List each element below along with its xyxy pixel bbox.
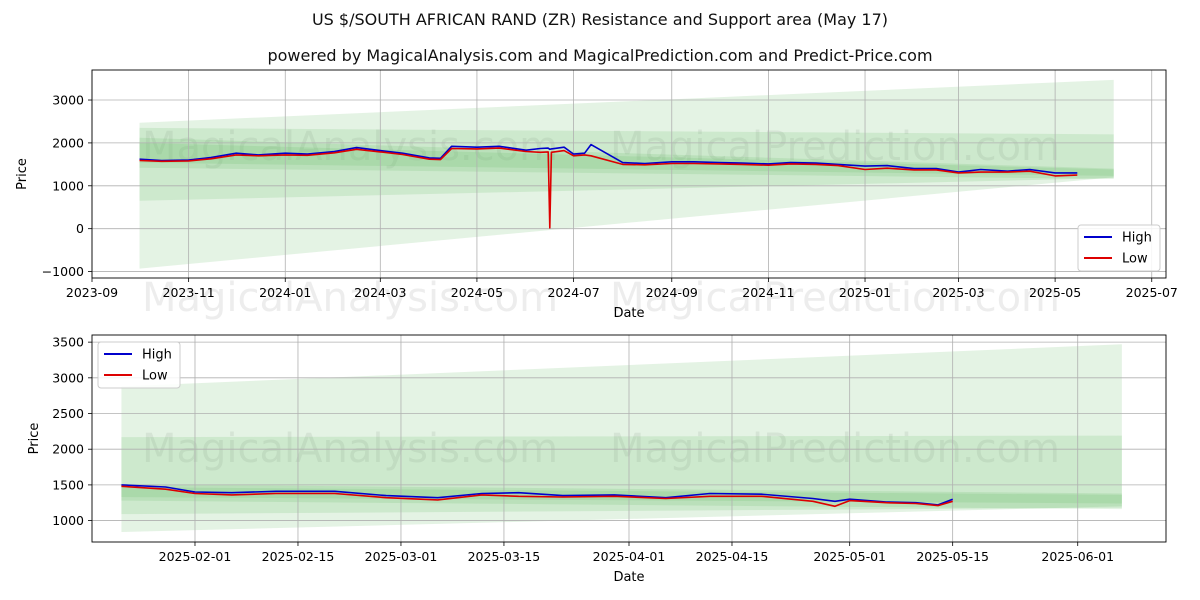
y-tick-label: 3000 (52, 370, 84, 385)
y-axis-label: Price (15, 158, 30, 190)
y-tick-label: 1000 (52, 513, 84, 528)
support-resistance-band (139, 79, 1114, 269)
x-tick-label: 2025-02-15 (262, 549, 335, 564)
y-tick-label: 3000 (52, 93, 84, 108)
series-group (121, 484, 953, 508)
y-tick-label: 3500 (52, 335, 84, 350)
y-axis-label: Price (27, 423, 42, 455)
legend: High Low (1077, 224, 1161, 272)
x-axis-label: Date (613, 306, 644, 321)
x-tick-label: 2024-09 (646, 285, 698, 300)
x-tick-label: 2025-04-01 (593, 549, 666, 564)
x-tick-label: 2023-09 (66, 285, 118, 300)
series-group (139, 143, 1078, 229)
watermark-text: MagicalPrediction.com (610, 275, 1060, 321)
axes-frame (91, 334, 1167, 543)
chart-title: US $/SOUTH AFRICAN RAND (ZR) Resistance … (311, 10, 889, 29)
y-tick-label: −1000 (42, 264, 84, 279)
series-line-high (139, 143, 1078, 174)
x-tick-label: 2025-05-15 (916, 549, 989, 564)
y-tick-label: 1500 (52, 477, 84, 492)
x-tick-label: 2023-11 (163, 285, 215, 300)
axes-frame (91, 69, 1167, 279)
legend-label-low: Low (1122, 252, 1148, 267)
watermark-text: MagicalAnalysis.com (142, 275, 558, 321)
x-tick-label: 2024-01 (259, 285, 311, 300)
y-tick-label: 1000 (52, 178, 84, 193)
x-tick-label: 2025-06-01 (1041, 549, 1114, 564)
band-group (121, 344, 1122, 533)
series-line-low (121, 485, 953, 508)
x-tick-label: 2025-04-15 (696, 549, 769, 564)
legend-label-high: High (142, 348, 172, 363)
y-tick-label: 2500 (52, 406, 84, 421)
x-tick-label: 2025-05-01 (813, 549, 886, 564)
y-tick-label: 2000 (52, 442, 84, 457)
x-tick-label: 2024-03 (354, 285, 406, 300)
x-tick-label: 2024-05 (451, 285, 503, 300)
series-line-high (121, 484, 953, 506)
x-tick-label: 2025-05 (1029, 285, 1081, 300)
x-tick-label: 2025-07 (1126, 285, 1178, 300)
legend: High Low (97, 341, 181, 389)
chart-subtitle: powered by MagicalAnalysis.com and Magic… (267, 46, 933, 65)
x-tick-label: 2024-07 (547, 285, 599, 300)
x-tick-label: 2024-11 (742, 285, 794, 300)
legend-label-high: High (1122, 231, 1152, 246)
x-tick-label: 2025-03-01 (365, 549, 438, 564)
chart-top: 2023-09 2023-11 2024-01 2024-03 2024-05 2024-… (15, 69, 1178, 321)
chart-bottom: 2025-02-01 2025-02-15 2025-03-01 2025-03-15… (27, 334, 1167, 585)
x-tick-label: 2025-01 (839, 285, 891, 300)
x-tick-label: 2025-03-15 (468, 549, 541, 564)
legend-label-low: Low (142, 369, 168, 384)
x-axis-label: Date (613, 570, 644, 585)
y-tick-label: 2000 (52, 135, 84, 150)
series-line-low (139, 147, 1078, 229)
x-tick-label: 2025-02-01 (159, 549, 232, 564)
y-tick-label: 0 (76, 221, 84, 236)
x-tick-label: 2025-03 (932, 285, 984, 300)
